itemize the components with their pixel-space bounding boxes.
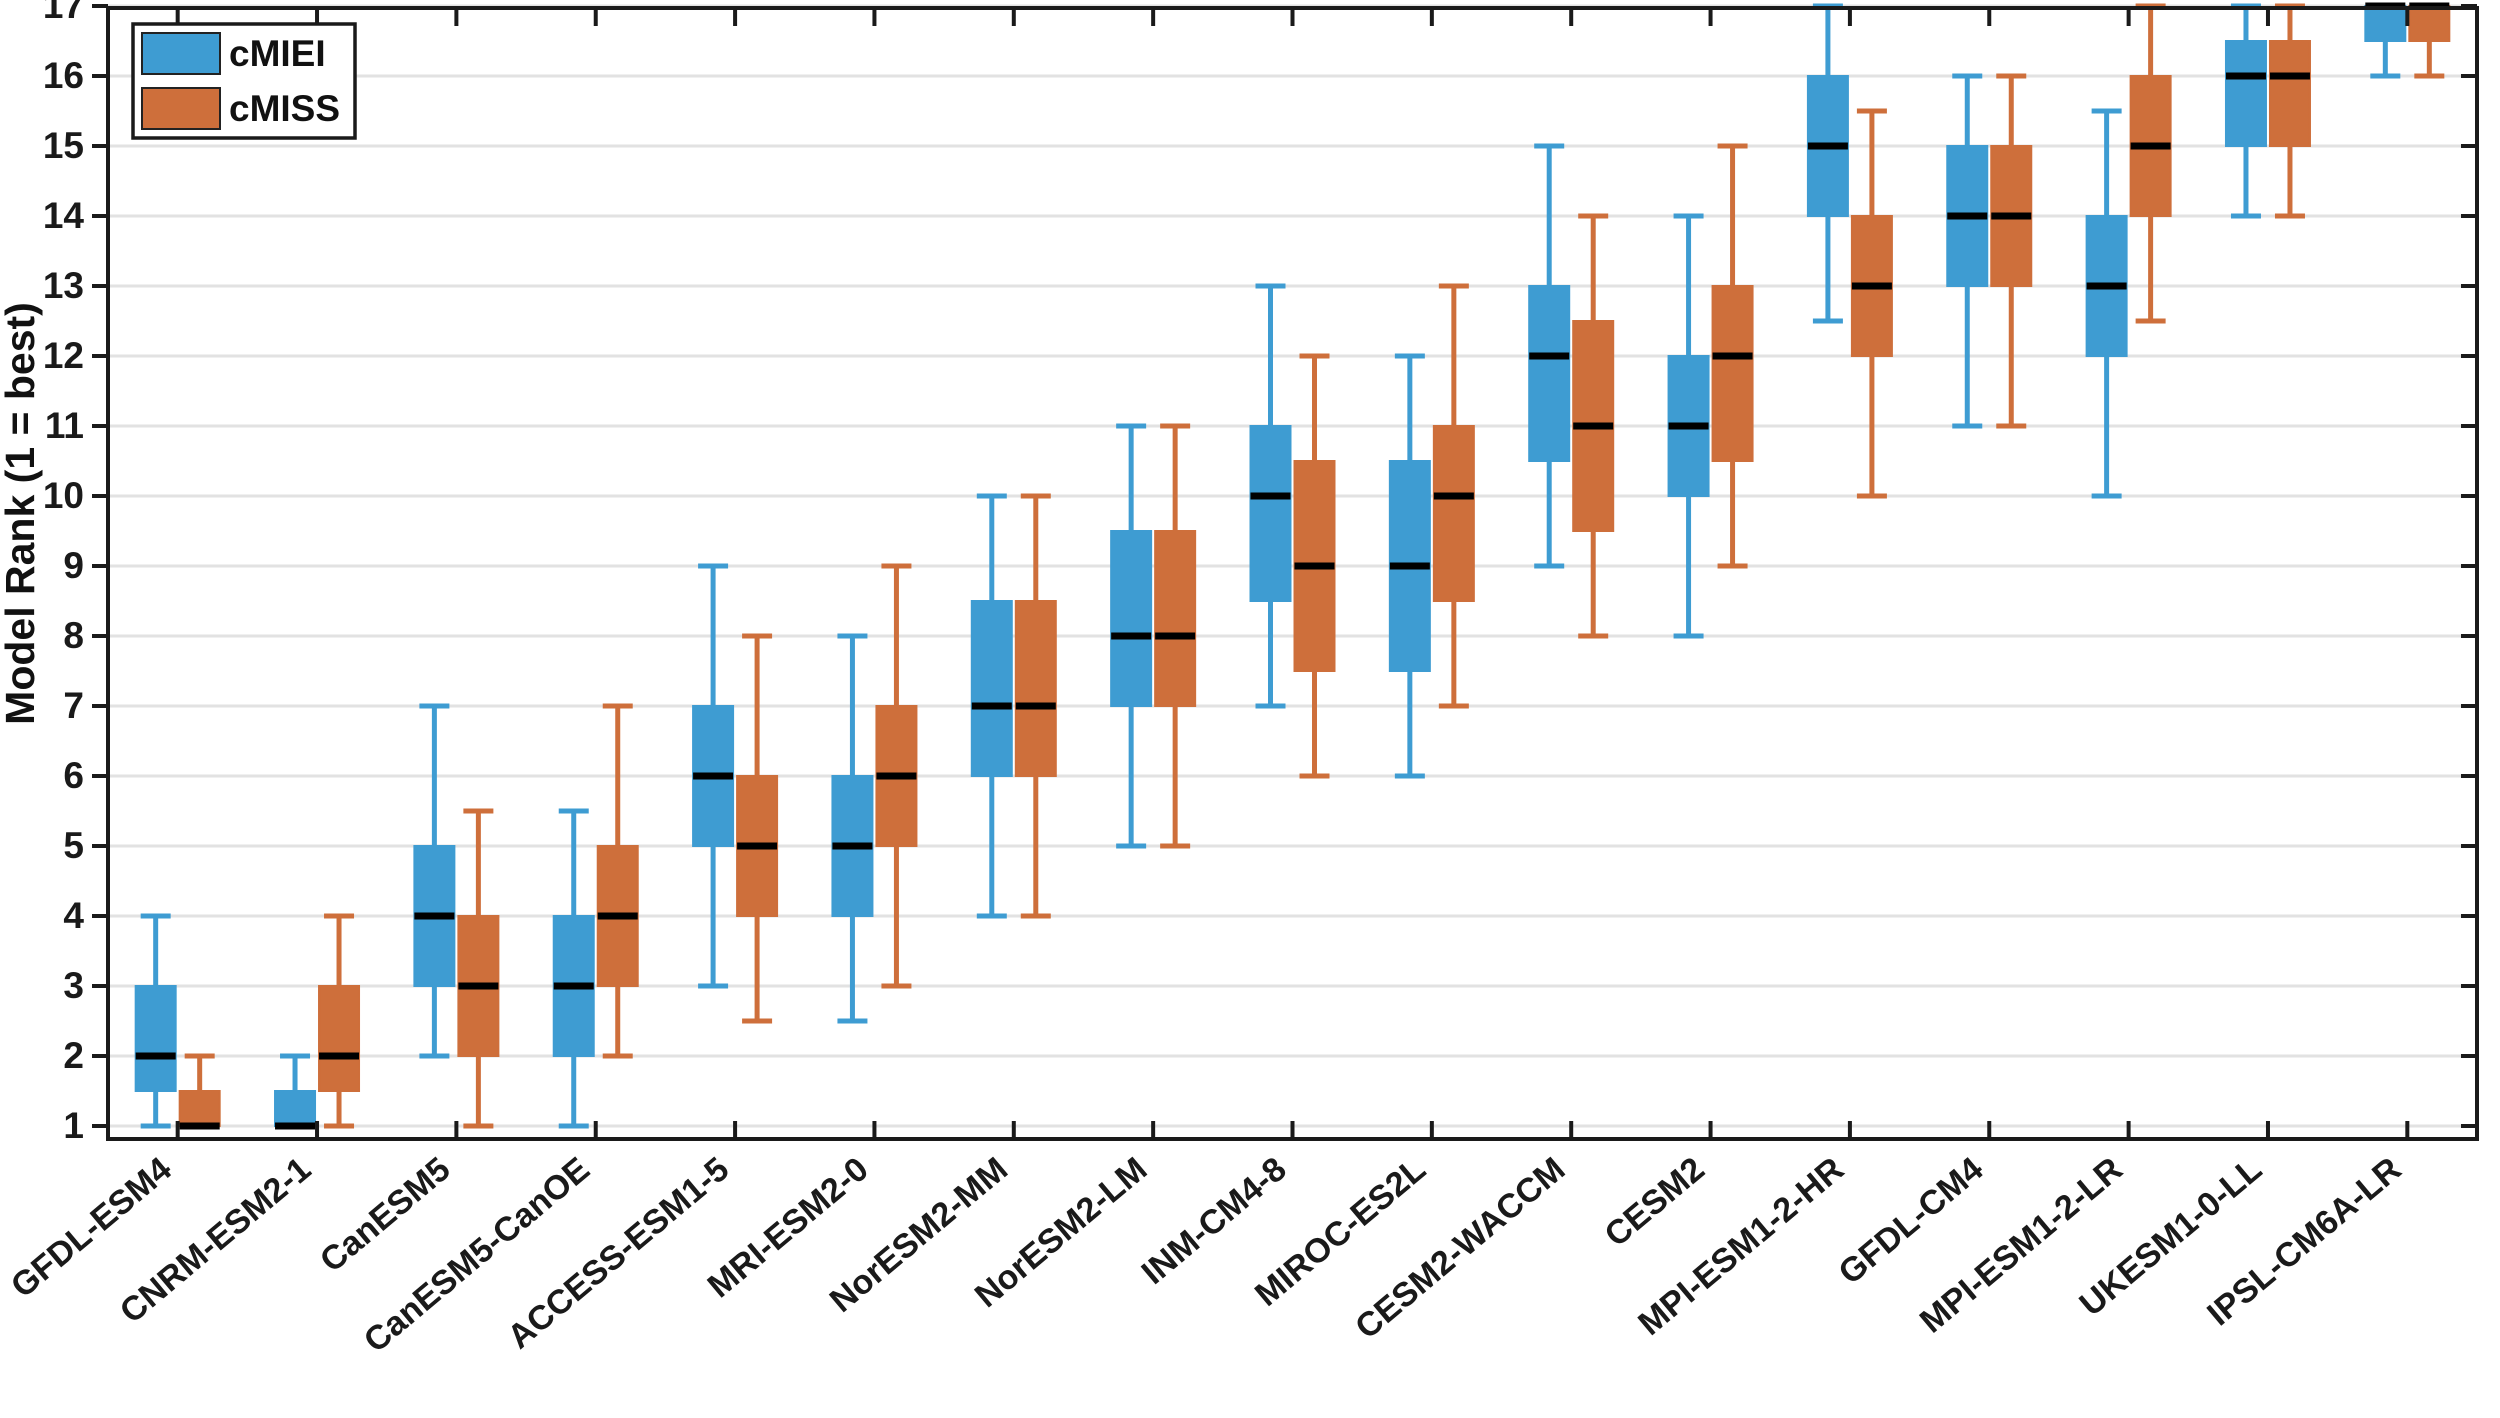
y-tick-label-3: 3 (63, 965, 84, 1006)
y-tick-label-14: 14 (43, 195, 85, 236)
y-tick-label-7: 7 (63, 685, 84, 726)
y-tick-label-15: 15 (43, 125, 84, 166)
box-cMISS-IPSL-CM6A-LR (2408, 5, 2451, 42)
y-tick-label-11: 11 (45, 405, 84, 446)
box-cMIEI-GFDL-ESM4 (134, 985, 177, 1092)
box-cMISS-GFDL-ESM4 (178, 1090, 221, 1127)
box-cMIEI-NorESM2-MM (970, 600, 1013, 777)
y-tick-label-12: 12 (43, 335, 84, 376)
box-cMIEI-UKESM1-0-LL (2224, 40, 2267, 147)
box-cMISS-NorESM2-MM (1014, 600, 1057, 777)
legend-swatch-cMIEI (141, 32, 221, 75)
y-tick-label-13: 13 (43, 265, 84, 306)
y-tick-label-5: 5 (63, 825, 84, 866)
y-tick-label-8: 8 (63, 615, 84, 656)
y-tick-label-9: 9 (63, 545, 84, 586)
box-cMISS-CNRM-ESM2-1 (318, 985, 361, 1092)
y-tick-label-4: 4 (63, 895, 84, 936)
box-cMISS-UKESM1-0-LL (2268, 40, 2311, 147)
y-tick-label-10: 10 (43, 475, 84, 516)
box-cMIEI-CESM2-WACCM (1528, 285, 1571, 462)
legend-label-cMIEI: cMIEI (229, 33, 326, 74)
y-axis-label: Model Rank (1 = best) (0, 302, 43, 725)
box-cMISS-MIROC-ES2L (1432, 425, 1475, 602)
box-cMIEI-IPSL-CM6A-LR (2364, 5, 2407, 42)
y-tick-label-16: 16 (43, 55, 84, 96)
y-tick-label-2: 2 (63, 1035, 84, 1076)
box-cMIEI-NorESM2-LM (1110, 530, 1153, 707)
box-cMIEI-INM-CM4-8 (1249, 425, 1292, 602)
y-tick-label-17: 17 (43, 0, 84, 26)
box-cMISS-CESM2 (1711, 285, 1754, 462)
legend-label-cMISS: cMISS (229, 88, 340, 129)
y-tick-label-1: 1 (63, 1105, 84, 1146)
legend-swatch-cMISS (141, 87, 221, 130)
y-tick-label-6: 6 (63, 755, 84, 796)
box-cMISS-NorESM2-LM (1154, 530, 1197, 707)
box-cMIEI-CNRM-ESM2-1 (274, 1090, 317, 1127)
